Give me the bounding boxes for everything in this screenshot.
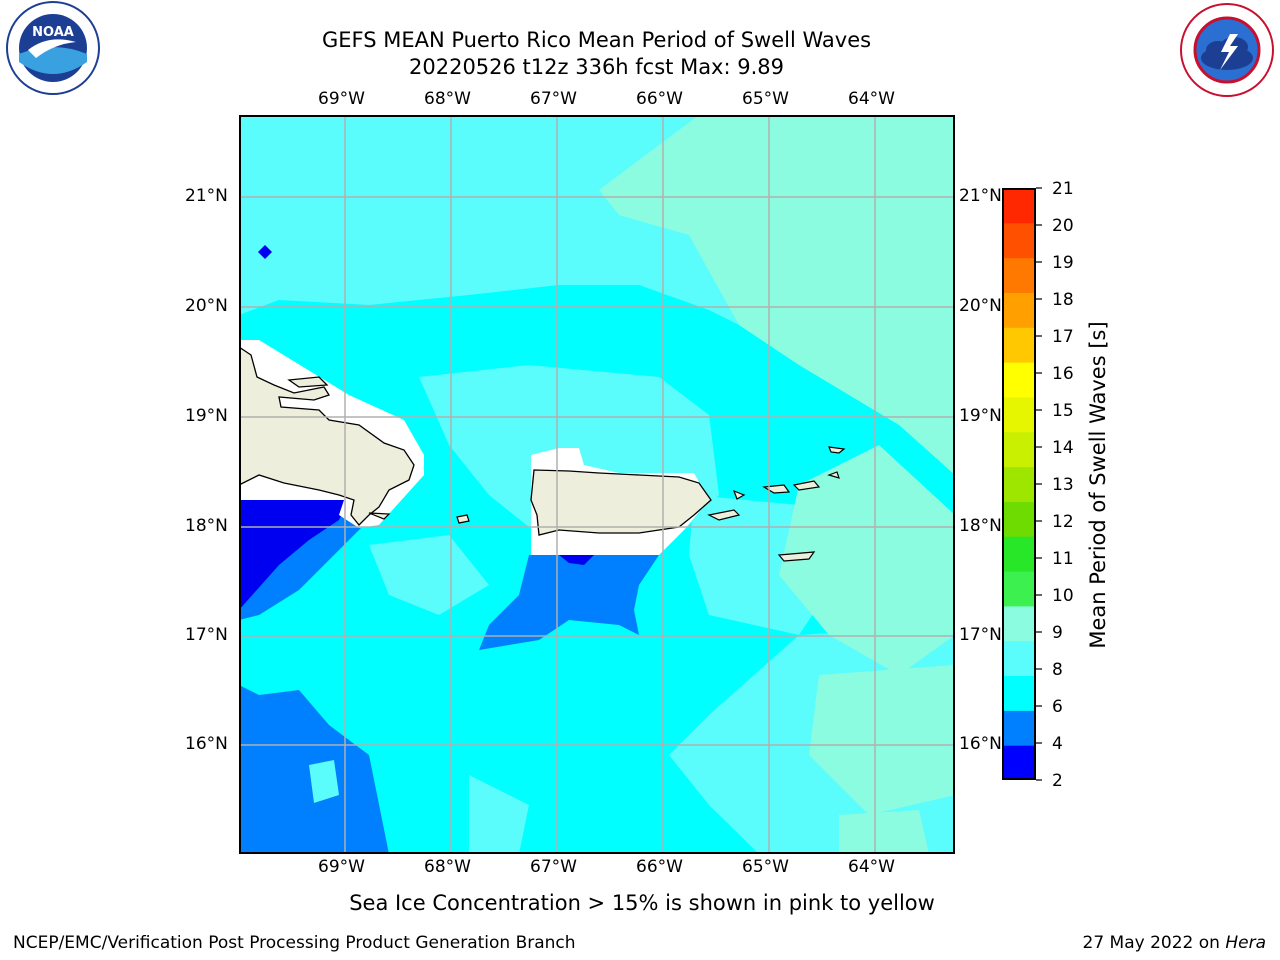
lon-label-bottom-67w: 67°W (530, 857, 577, 877)
colorbar-tick-label: 16 (1052, 364, 1074, 384)
map-panel (238, 115, 955, 854)
lon-label-bottom-69w: 69°W (318, 857, 365, 877)
colorbar-tick-label: 15 (1052, 401, 1074, 421)
land-hispaniola (238, 345, 415, 526)
colorbar-swatch (1002, 466, 1036, 502)
colorbar-swatch (1002, 396, 1036, 433)
colorbar-swatch (1002, 571, 1036, 607)
lon-label-bottom-65w: 65°W (742, 857, 789, 877)
lon-label-top-68w: 68°W (424, 89, 471, 109)
colorbar-tick-label: 17 (1052, 327, 1074, 347)
lat-label-left-19n: 19°N (185, 406, 228, 426)
noaa-logo-text: NOAA (32, 25, 74, 40)
lon-label-bottom-68w: 68°W (424, 857, 471, 877)
land-puerto-rico (530, 469, 712, 536)
lat-label-right-21n: 21°N (959, 186, 1002, 206)
lat-label-right-20n: 20°N (959, 296, 1002, 316)
lat-label-right-19n: 19°N (959, 406, 1002, 426)
footer-date: 27 May 2022 on (1082, 933, 1226, 953)
colorbar-tick-label: 6 (1052, 697, 1063, 717)
colorbar-swatch (1002, 745, 1036, 781)
colorbar-swatch (1002, 640, 1036, 677)
colorbar-tick-label: 14 (1052, 438, 1074, 458)
lon-label-bottom-66w: 66°W (636, 857, 683, 877)
land-small-islands (368, 446, 846, 562)
colorbar (1002, 188, 1036, 781)
lon-label-top-66w: 66°W (636, 89, 683, 109)
colorbar-tick-label: 4 (1052, 734, 1063, 754)
colorbar-swatch (1002, 536, 1036, 572)
footer-right-date: 27 May 2022 on Hera (1083, 933, 1267, 953)
colorbar-tick-label: 9 (1052, 623, 1063, 643)
colorbar-tick-label: 20 (1052, 216, 1074, 236)
chart-title: GEFS MEAN Puerto Rico Mean Period of Swe… (321, 28, 872, 52)
colorbar-swatch (1002, 675, 1036, 711)
colorbar-tick-label: 21 (1052, 179, 1074, 199)
chart-subtitle: 20220526 t12z 336h fcst Max: 9.89 (409, 55, 784, 79)
colorbar-tick-label: 19 (1052, 253, 1074, 273)
lon-label-top-67w: 67°W (530, 89, 577, 109)
lat-label-right-17n: 17°N (959, 625, 1002, 645)
footer-left-credit: NCEP/EMC/Verification Post Processing Pr… (13, 933, 576, 953)
colorbar-label: Mean Period of Swell Waves [s] (1086, 321, 1110, 649)
lat-label-left-17n: 17°N (185, 625, 228, 645)
colorbar-tick-label: 12 (1052, 512, 1074, 532)
nws-logo (1174, 0, 1280, 106)
lon-label-top-65w: 65°W (742, 89, 789, 109)
swell-period-map (238, 115, 955, 854)
colorbar-swatch (1002, 327, 1036, 363)
colorbar-swatch (1002, 292, 1036, 328)
lon-label-top-69w: 69°W (318, 89, 365, 109)
colorbar-tick-label: 8 (1052, 660, 1063, 680)
lat-label-left-18n: 18°N (185, 516, 228, 536)
colorbar-swatch (1002, 710, 1036, 746)
lat-label-right-18n: 18°N (959, 516, 1002, 536)
colorbar-tick-label: 11 (1052, 549, 1074, 569)
lon-label-top-64w: 64°W (848, 89, 895, 109)
colorbar-swatch (1002, 362, 1036, 398)
lat-label-right-16n: 16°N (959, 734, 1002, 754)
colorbar-border (1002, 188, 1036, 780)
colorbar-swatches (1002, 188, 1036, 781)
colorbar-ticks: 21 20 19 18 17 16 15 14 13 12 11 10 9 8 6 4 2 (1036, 178, 1086, 791)
colorbar-tick-label: 2 (1052, 771, 1063, 790)
colorbar-swatch (1002, 188, 1036, 224)
sea-ice-note: Sea Ice Concentration > 15% is shown in … (349, 891, 935, 915)
colorbar-swatch (1002, 431, 1036, 468)
period-zone-9-10 (599, 115, 955, 854)
lat-label-left-20n: 20°N (185, 296, 228, 316)
lat-label-left-16n: 16°N (185, 734, 228, 754)
colorbar-swatch (1002, 257, 1036, 293)
colorbar-swatch (1002, 501, 1036, 537)
footer-host: Hera (1225, 933, 1266, 953)
lon-label-bottom-64w: 64°W (848, 857, 895, 877)
lat-label-left-21n: 21°N (185, 186, 228, 206)
colorbar-tick-label: 13 (1052, 475, 1074, 495)
colorbar-swatch (1002, 222, 1036, 259)
map-graticule (239, 115, 955, 854)
noaa-logo: NOAA (0, 0, 106, 106)
colorbar-tick-label: 18 (1052, 290, 1074, 310)
colorbar-tick-label: 10 (1052, 586, 1074, 606)
colorbar-swatch (1002, 605, 1036, 642)
